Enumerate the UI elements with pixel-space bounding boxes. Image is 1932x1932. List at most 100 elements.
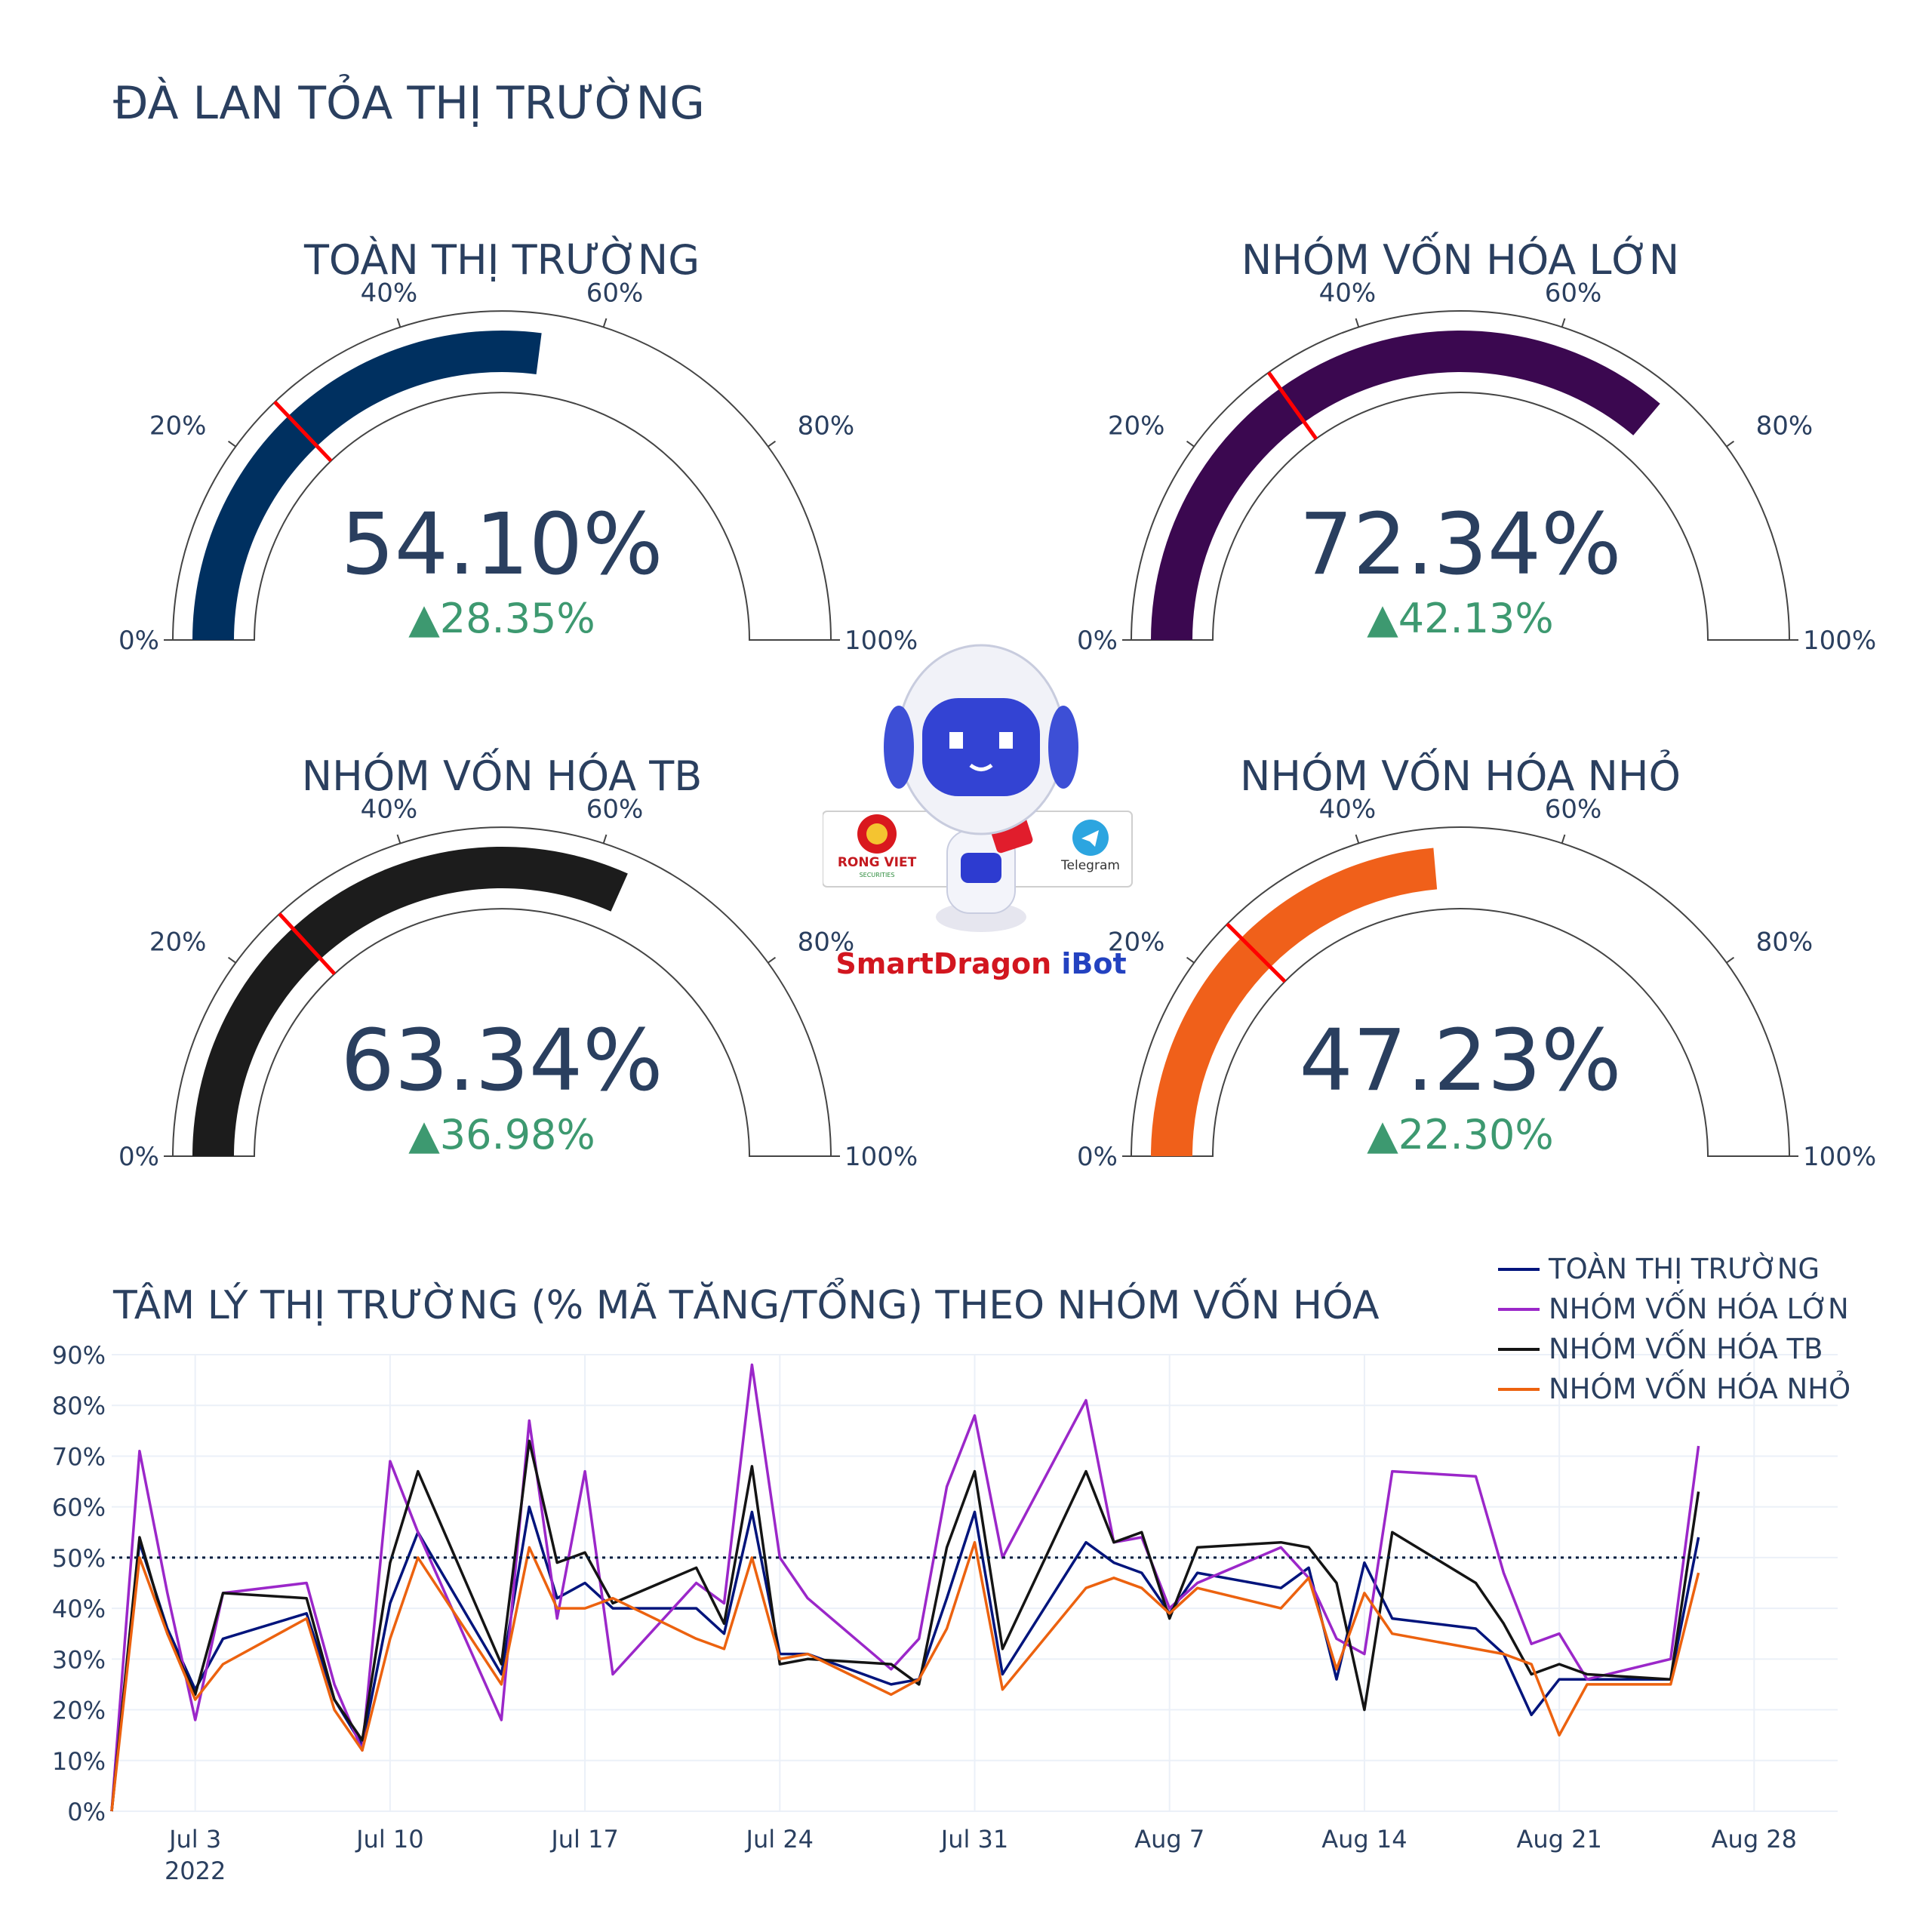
y-tick-label: 0% — [67, 1798, 106, 1826]
gauge-delta: ▲22.30% — [1367, 1111, 1553, 1158]
gauge-tick-label: 0% — [1077, 626, 1118, 656]
gauge-tick-label: 80% — [1756, 928, 1814, 958]
legend-item[interactable]: TOÀN THỊ TRƯỜNG — [1498, 1249, 1850, 1289]
gauge-tick — [396, 834, 401, 844]
gauge-title: NHÓM VỐN HÓA NHỎ — [1240, 749, 1681, 800]
gauge-tick — [768, 956, 777, 964]
gauge-tick-label: 60% — [586, 795, 644, 825]
y-tick-label: 30% — [52, 1645, 106, 1674]
gauge-tick — [1186, 440, 1195, 448]
gauge-tick-label: 40% — [1319, 795, 1377, 825]
gauge-value: 72.34% — [1299, 496, 1621, 594]
legend-item[interactable]: NHÓM VỐN HÓA TB — [1498, 1329, 1850, 1369]
y-tick-label: 90% — [52, 1341, 106, 1370]
gauge-tick-label: 40% — [361, 795, 418, 825]
gauge-delta: ▲28.35% — [408, 595, 595, 642]
gauge-tick — [227, 440, 236, 448]
gauge-threshold-marker — [278, 912, 337, 976]
gauge-tick — [768, 440, 777, 448]
legend-swatch — [1498, 1347, 1540, 1351]
gauge-threshold-marker — [1226, 922, 1287, 983]
gauge-4: NHÓM VỐN HÓA NHỎ 0% 20% 40% 60% 80% 100% 47.23%… — [1077, 749, 1876, 1172]
gauge-1: TOÀN THỊ TRƯỜNG 0% 20% 40% 60% 80% 100% 54.10%▲… — [118, 236, 918, 656]
y-tick-label: 60% — [52, 1494, 106, 1522]
robot-mascot-icon: RONG VIET SECURITIES Telegram SmartDrago… — [822, 644, 1133, 980]
y-tick-label: 50% — [52, 1544, 106, 1573]
gauge-value-bar — [1150, 848, 1438, 1156]
gauge-threshold-marker — [1267, 371, 1318, 440]
legend-label: NHÓM VỐN HÓA LỚN — [1549, 1293, 1849, 1325]
x-tick-label: Jul 31 — [940, 1825, 1009, 1854]
gauge-title: NHÓM VỐN HÓA TB — [302, 749, 703, 800]
x-year-label: 2022 — [165, 1857, 226, 1885]
x-tick-label: Jul 3 — [168, 1825, 221, 1854]
gauge-tick-label: 80% — [798, 928, 855, 958]
sentiment-line-chart: 0% 10% 20% 30% 40% 50% 60% 70% 80% 90% Jul 3 Jul 10… — [52, 1341, 1838, 1885]
gauge-tick — [396, 318, 401, 328]
line-chart-title: TÂM LÝ THỊ TRƯỜNG (% MÃ TĂNG/TỔNG) THEO … — [113, 1283, 1380, 1328]
legend-swatch — [1498, 1307, 1540, 1311]
gauge-tick — [1561, 318, 1566, 328]
telegram-label: Telegram — [1060, 858, 1120, 873]
y-tick-label: 20% — [52, 1697, 106, 1725]
gauge-tick-label: 0% — [118, 1142, 159, 1172]
rong-viet-brand: RONG VIET — [838, 855, 917, 870]
smartdragon-logo: SmartDragon iBot — [835, 947, 1126, 980]
gauge-tick — [1726, 440, 1735, 448]
x-tick-label: Aug 21 — [1516, 1825, 1601, 1854]
gauge-tick-label: 80% — [1756, 411, 1814, 441]
legend-label: NHÓM VỐN HÓA NHỎ — [1549, 1373, 1851, 1405]
gauge-tick-label: 0% — [118, 626, 159, 656]
gauge-tick-label: 60% — [1545, 278, 1602, 309]
gauge-title: TOÀN THỊ TRƯỜNG — [303, 236, 700, 284]
x-tick-label: Aug 14 — [1321, 1825, 1407, 1854]
legend-swatch — [1498, 1387, 1540, 1391]
gauge-tick-label: 40% — [361, 278, 418, 309]
gauge-tick — [1355, 318, 1360, 328]
legend-item[interactable]: NHÓM VỐN HÓA LỚN — [1498, 1289, 1850, 1329]
gauge-value: 63.34% — [340, 1012, 663, 1110]
chart-legend: TOÀN THỊ TRƯỜNG NHÓM VỐN HÓA LỚN NHÓM VỐN … — [1498, 1249, 1850, 1409]
gauge-tick-label: 100% — [1803, 1142, 1876, 1172]
gauge-value: 54.10% — [340, 496, 663, 594]
legend-label: NHÓM VỐN HÓA TB — [1549, 1333, 1823, 1365]
gauge-threshold-marker — [273, 400, 333, 463]
gauge-tick-label: 20% — [1108, 411, 1165, 441]
gauge-value-bar — [192, 330, 542, 640]
rong-viet-brand-sub: SECURITIES — [860, 872, 895, 878]
gauge-value-bar — [192, 847, 628, 1156]
gauge-value-bar — [1150, 331, 1660, 640]
x-tick-label: Jul 17 — [549, 1825, 619, 1854]
gauge-tick — [1561, 834, 1566, 844]
page-title: ĐÀ LAN TỎA THỊ TRƯỜNG — [113, 77, 705, 130]
gauge-tick-label: 100% — [844, 1142, 918, 1172]
legend-label: TOÀN THỊ TRƯỜNG — [1549, 1253, 1820, 1285]
legend-item[interactable]: NHÓM VỐN HÓA NHỎ — [1498, 1369, 1850, 1409]
gauge-title: NHÓM VỐN HÓA LỚN — [1241, 232, 1679, 284]
y-tick-label: 40% — [52, 1595, 106, 1623]
gauge-delta: ▲36.98% — [408, 1111, 595, 1158]
gauge-delta: ▲42.13% — [1367, 595, 1553, 642]
smartdragon-ibot-mascot: RONG VIET SECURITIES Telegram SmartDrago… — [822, 626, 1140, 989]
gauge-tick — [602, 834, 608, 844]
gauge-tick-label: 20% — [149, 928, 207, 958]
gauge-tick-label: 20% — [149, 411, 207, 441]
gauge-tick-label: 80% — [798, 411, 855, 441]
gauge-tick — [227, 956, 236, 964]
grid: 0% 10% 20% 30% 40% 50% 60% 70% 80% 90% Jul 3 Jul 10… — [52, 1341, 1838, 1885]
gauge-tick — [602, 318, 608, 328]
x-tick-label: Aug 28 — [1712, 1825, 1797, 1854]
x-tick-label: Jul 10 — [355, 1825, 424, 1854]
y-tick-label: 80% — [52, 1392, 106, 1420]
gauge-tick-label: 100% — [844, 626, 918, 656]
gauge-value: 47.23% — [1299, 1012, 1621, 1110]
series-line-3 — [110, 1439, 1700, 1812]
gauge-tick — [1186, 956, 1195, 964]
series-line-2 — [110, 1363, 1700, 1812]
gauge-tick-label: 0% — [1077, 1142, 1118, 1172]
gauge-tick-label: 40% — [1319, 278, 1377, 309]
gauge-tick-label: 100% — [1803, 626, 1876, 656]
y-tick-label: 10% — [52, 1747, 106, 1776]
